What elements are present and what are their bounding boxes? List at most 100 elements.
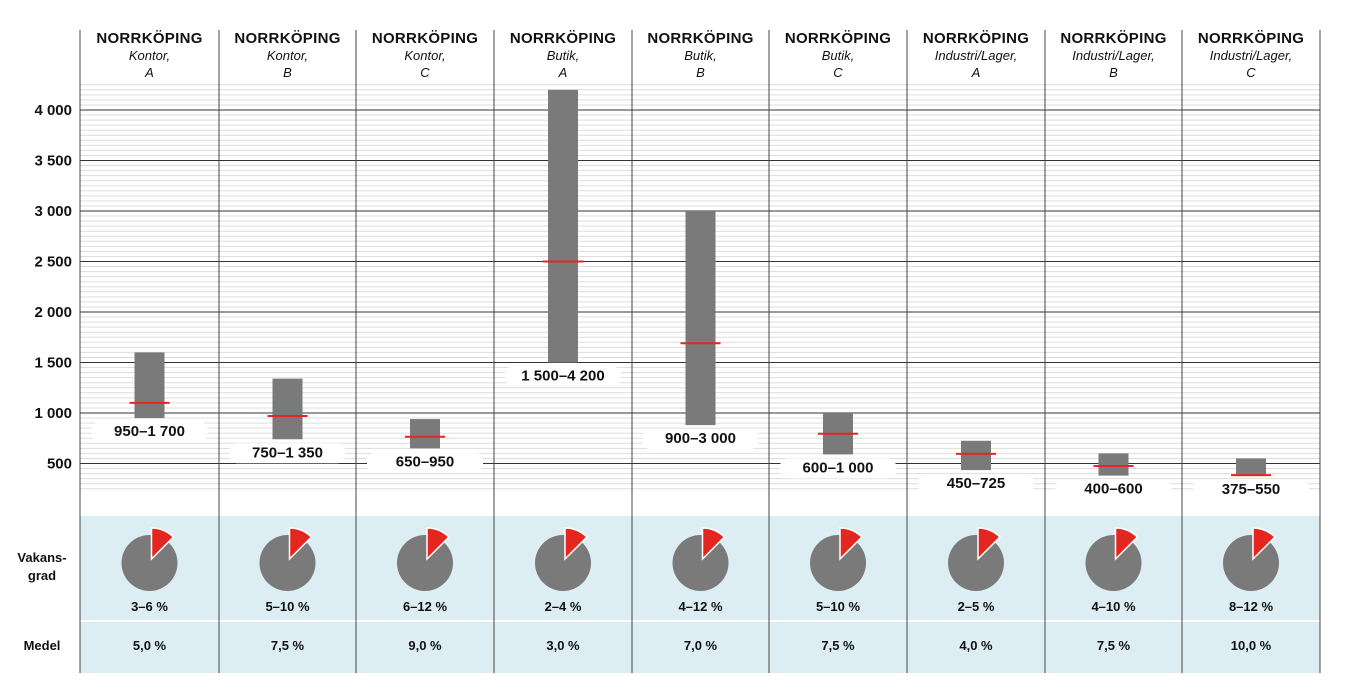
range-label: 750–1 350 <box>252 444 323 461</box>
vacancy-pie-slice <box>701 527 726 561</box>
vacancy-pie <box>1223 535 1279 591</box>
header-class: B <box>696 65 705 80</box>
header-type: Industri/Lager, <box>1072 48 1154 63</box>
vacancy-value: 2–5 % <box>958 599 995 614</box>
vacancy-pie-slice <box>1252 527 1276 561</box>
mean-value: 10,0 % <box>1231 638 1272 653</box>
y-tick-label: 2 500 <box>34 254 72 271</box>
mean-value: 4,0 % <box>959 638 993 653</box>
y-tick-label: 1 000 <box>34 405 72 422</box>
header-class: A <box>971 65 981 80</box>
range-label: 1 500–4 200 <box>521 368 604 385</box>
range-label: 600–1 000 <box>803 459 874 476</box>
mean-row-label: Medel <box>24 638 61 653</box>
vacancy-pie <box>672 535 729 591</box>
vacancy-pie <box>121 535 178 591</box>
vacancy-pie-slice <box>1114 527 1139 561</box>
vacancy-value: 8–12 % <box>1229 599 1274 614</box>
header-type: Butik, <box>684 48 717 63</box>
header-class: C <box>420 65 430 80</box>
range-label-bg <box>91 422 208 443</box>
header-class: A <box>144 65 154 80</box>
vacancy-value: 6–12 % <box>403 599 448 614</box>
y-axis: 500 1 000 1 500 2 000 2 500 3 000 3 500 4 000 Va… <box>17 102 72 653</box>
vacancy-value: 4–10 % <box>1091 599 1136 614</box>
mean-value: 9,0 % <box>408 638 442 653</box>
vacancy-pie-slice <box>288 527 313 561</box>
header-class: B <box>1109 65 1118 80</box>
header-city: NORRKÖPING <box>510 30 616 47</box>
mean-value: 7,5 % <box>821 638 855 653</box>
vacancy-pie <box>948 535 1004 591</box>
header-type: Butik, <box>547 48 580 63</box>
range-bar <box>410 419 440 449</box>
mean-value: 7,0 % <box>684 638 718 653</box>
vacancy-pie <box>397 535 453 591</box>
range-label: 400–600 <box>1084 481 1142 498</box>
range-label-bg <box>367 452 483 473</box>
range-bar <box>1098 453 1129 476</box>
header-type: Kontor, <box>404 48 445 63</box>
header-class: C <box>1246 65 1256 80</box>
range-label-bg <box>780 458 896 479</box>
range-label: 950–1 700 <box>114 423 185 440</box>
y-tick-label: 2 000 <box>34 304 72 321</box>
header-city: NORRKÖPING <box>372 30 478 47</box>
range-label: 375–550 <box>1222 481 1280 498</box>
header-city: NORRKÖPING <box>785 30 891 47</box>
header-type: Industri/Lager, <box>1210 48 1292 63</box>
range-bar <box>961 440 991 471</box>
vacancy-pie-slice <box>977 527 1001 561</box>
header-type: Industri/Lager, <box>935 48 1017 63</box>
range-bar <box>685 211 716 426</box>
vacancy-pie <box>259 535 316 591</box>
vacancy-pie-slice <box>564 527 588 561</box>
y-tick-label: 3 000 <box>34 203 72 220</box>
vacancy-pie <box>1085 535 1142 591</box>
header-city: NORRKÖPING <box>923 30 1029 47</box>
header-class: B <box>283 65 292 80</box>
vacancy-pie <box>535 535 591 591</box>
range-label-bg <box>1193 480 1309 501</box>
y-tick-label: 3 500 <box>34 153 72 170</box>
header-class: A <box>558 65 568 80</box>
vacancy-value: 3–6 % <box>131 599 168 614</box>
vacancy-value: 5–10 % <box>816 599 861 614</box>
range-label-bg <box>918 474 1034 495</box>
vacancy-pie-slice <box>426 527 450 561</box>
mean-value: 3,0 % <box>546 638 580 653</box>
vacancy-value: 5–10 % <box>265 599 310 614</box>
header-city: NORRKÖPING <box>1060 30 1166 47</box>
vacancy-pie <box>810 535 866 591</box>
header-city: NORRKÖPING <box>647 30 753 47</box>
range-label: 900–3 000 <box>665 430 736 447</box>
vacancy-pie-slice <box>839 527 863 561</box>
range-bar <box>134 352 165 419</box>
range-bar <box>548 89 578 363</box>
mean-value: 7,5 % <box>271 638 305 653</box>
y-tick-label: 500 <box>47 456 72 473</box>
range-bar <box>272 378 303 440</box>
range-label: 450–725 <box>947 475 1005 492</box>
range-label: 650–950 <box>396 453 454 470</box>
mean-value: 7,5 % <box>1097 638 1131 653</box>
header-type: Kontor, <box>129 48 170 63</box>
y-tick-label: 4 000 <box>34 102 72 119</box>
header-class: C <box>833 65 843 80</box>
vacancy-pie-slice <box>150 527 175 561</box>
header-type: Butik, <box>822 48 855 63</box>
header-city: NORRKÖPING <box>1198 30 1304 47</box>
vacancy-row-label: Vakans- <box>17 550 66 565</box>
header-city: NORRKÖPING <box>234 30 340 47</box>
vacancy-row-label: grad <box>28 568 56 583</box>
mean-value: 5,0 % <box>133 638 167 653</box>
header-type: Kontor, <box>267 48 308 63</box>
range-label-bg <box>229 443 346 464</box>
range-label-bg <box>642 429 759 450</box>
range-label-bg <box>505 366 621 387</box>
header-city: NORRKÖPING <box>96 30 202 47</box>
range-bar <box>1236 458 1266 477</box>
vacancy-value: 2–4 % <box>545 599 582 614</box>
y-tick-label: 1 500 <box>34 355 72 372</box>
